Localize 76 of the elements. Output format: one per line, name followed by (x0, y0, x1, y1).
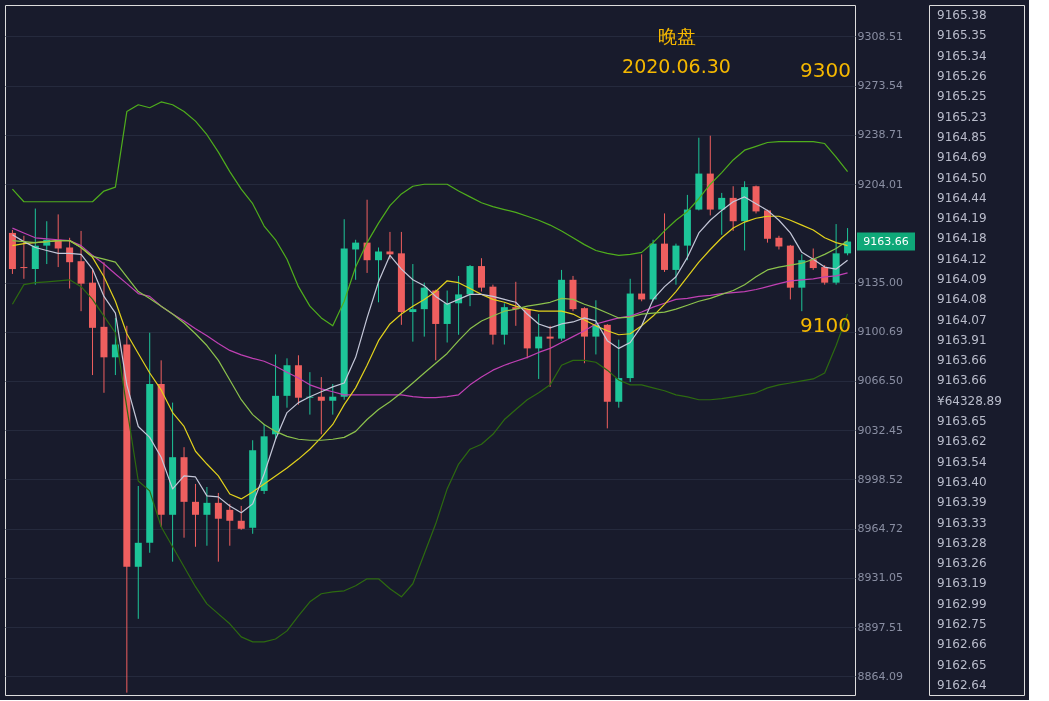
y-tick-label: 9238.71 (857, 128, 903, 142)
candlestick (31, 208, 39, 286)
y-tick-label: 9273.54 (857, 79, 903, 93)
candlestick (718, 192, 726, 236)
candlestick (203, 486, 211, 547)
text: 9164.08 (937, 292, 987, 307)
candlestick (20, 235, 28, 280)
text: 9165.26 (937, 69, 987, 84)
y-tick-label: 9308.51 (857, 29, 903, 43)
y-tick-label: 8931.05 (857, 571, 903, 585)
text: 9164.50 (937, 170, 987, 185)
text: 9162.64 (937, 677, 987, 692)
text: 9164.69 (937, 150, 987, 165)
candlestick (317, 376, 325, 435)
y-tick-label: 9032.45 (857, 423, 903, 437)
y-tick-label: 8897.51 (857, 620, 903, 634)
text: 9165.23 (937, 109, 987, 124)
candlestick (443, 290, 451, 343)
text: 9164.09 (937, 271, 987, 286)
text: 晚盘 (657, 25, 696, 47)
candlestick (409, 263, 417, 343)
text: 9163.28 (937, 535, 987, 550)
text: 9163.66 (937, 353, 987, 368)
candlestick (535, 313, 543, 380)
candlestick (546, 325, 554, 388)
line-series (11, 227, 849, 399)
text: 9163.91 (937, 332, 987, 347)
candlestick (191, 483, 199, 548)
text: 9165.38 (937, 8, 987, 23)
y-tick-label: 9135.00 (857, 276, 903, 290)
text: 9164.44 (937, 190, 987, 205)
candlestick (729, 185, 737, 232)
text: 9165.25 (937, 89, 987, 104)
candlestick (66, 237, 74, 290)
text: 9165.34 (937, 48, 987, 63)
text: 9163.62 (937, 434, 987, 449)
text: 9164.85 (937, 129, 987, 144)
text: 9163.65 (937, 414, 987, 429)
y-tick-label: 9204.01 (857, 177, 903, 191)
text: 9164.12 (937, 251, 987, 266)
text: 9163.39 (937, 495, 987, 510)
text: 9162.65 (937, 657, 987, 672)
y-tick-label: 8998.52 (857, 472, 903, 486)
y-tick-label: 8964.72 (857, 522, 903, 536)
text: 9163.66 (863, 234, 909, 248)
candlestick (386, 231, 394, 260)
text: 9163.40 (937, 474, 987, 489)
candlestick (615, 339, 623, 409)
text: 9164.07 (937, 312, 987, 327)
text: 9162.75 (937, 616, 987, 631)
candlestick (226, 503, 234, 547)
y-tick-label: 8864.09 (857, 669, 903, 683)
candlestick (329, 383, 337, 416)
annotation: 9300 (800, 57, 851, 82)
y-tick-label: 9100.69 (857, 325, 903, 339)
candlestick (214, 492, 222, 563)
text: 9164.18 (937, 231, 987, 246)
candlestick (477, 257, 485, 293)
text: 9162.66 (937, 637, 987, 652)
text: 9163.19 (937, 576, 987, 591)
text: ¥64328.89 (937, 393, 1002, 408)
text: 9164.19 (937, 211, 987, 226)
text: 9162.99 (937, 596, 987, 611)
text: 9163.26 (937, 556, 987, 571)
text: 9163.66 (937, 373, 987, 388)
annotation: 9100 (800, 312, 851, 337)
candlestick (237, 505, 245, 531)
candlestick (77, 230, 85, 312)
y-tick-label: 9066.50 (857, 374, 903, 388)
text: 9165.35 (937, 28, 987, 43)
text: 9163.54 (937, 454, 987, 469)
text: 9163.33 (937, 515, 987, 530)
candlestick (134, 485, 142, 620)
line-series (11, 279, 849, 643)
text: 2020.06.30 (622, 55, 731, 77)
candlestick (375, 246, 383, 303)
